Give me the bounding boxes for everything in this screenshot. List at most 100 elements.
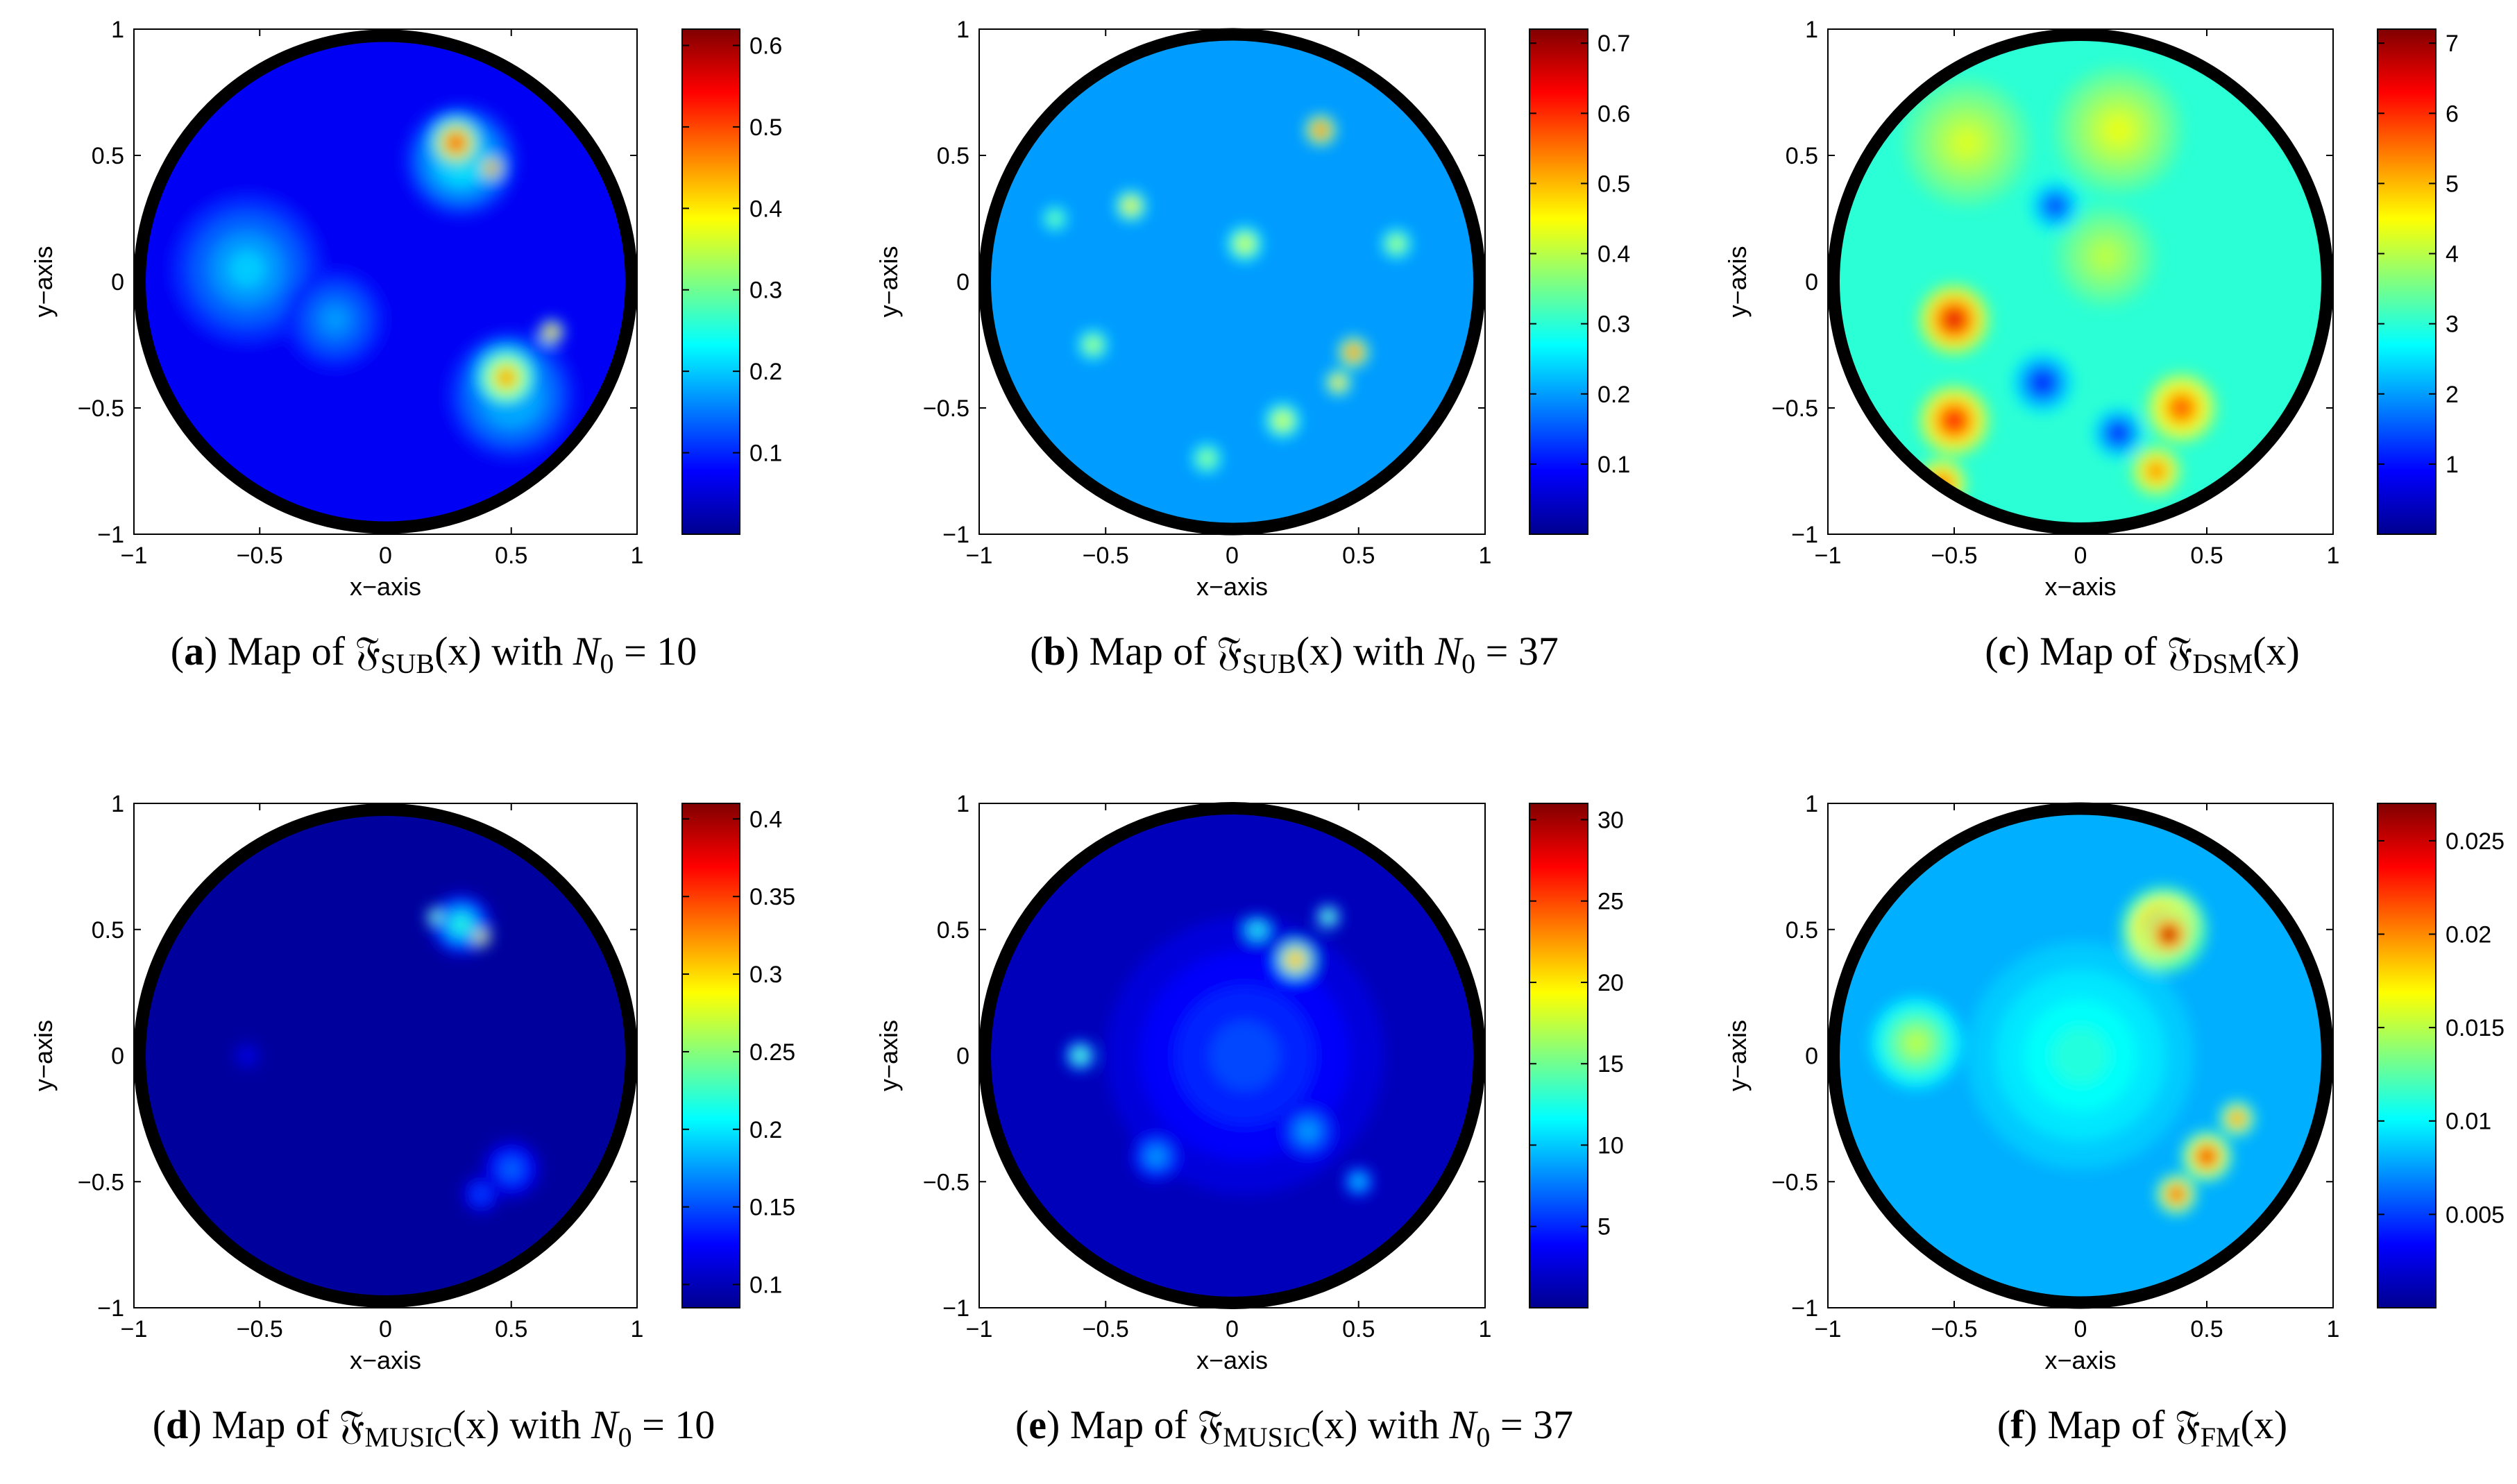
colorbar-tick-label: 0.1 (749, 1272, 782, 1298)
heatmap-region (2171, 1189, 2182, 1200)
y-tick-label: −0.5 (78, 395, 124, 422)
x-tick-label: 0.5 (1342, 1316, 1375, 1342)
heatmap-region (1203, 454, 1211, 463)
x-tick-label: 0 (379, 543, 392, 569)
heatmap-region (2049, 199, 2062, 212)
y-tick-label: 1 (111, 791, 124, 817)
heatmap-region (2052, 1027, 2109, 1084)
x-tick-label: −1 (966, 1316, 993, 1342)
x-axis-label: x−axis (350, 572, 421, 601)
y-tick-label: 0 (956, 1043, 969, 1070)
x-axis-label: x−axis (1196, 572, 1268, 601)
colorbar-tick-label: 0.6 (749, 33, 782, 59)
colorbar-tick-label: 3 (2446, 312, 2459, 338)
colorbar-tick-label: 15 (1598, 1051, 1624, 1077)
colorbar-tick-label: 0.5 (1598, 171, 1630, 197)
colorbar-tick-label: 0.5 (749, 114, 782, 141)
colorbar-tick-label: 0.6 (1598, 101, 1630, 127)
heatmap-region (2112, 427, 2125, 440)
x-tick-label: −1 (966, 543, 993, 569)
y-tick-label: 0 (1805, 269, 1818, 296)
panel-caption: (a) Map of 𝔉SUB(x) with N0 = 10 (171, 627, 697, 679)
y-tick-label: −0.5 (1772, 1169, 1818, 1195)
y-tick-label: 1 (111, 17, 124, 43)
x-tick-label: −0.5 (237, 543, 283, 569)
y-tick-label: 0.5 (92, 143, 124, 169)
colorbar-tick-label: 0.02 (2446, 921, 2491, 948)
heatmap-region (1210, 1021, 1280, 1091)
heatmap-region (1253, 926, 1262, 934)
colorbar-tick-label: 2 (2446, 382, 2459, 408)
heatmap-region (1349, 348, 1357, 357)
x-tick-label: 0 (1226, 1316, 1239, 1342)
colorbar-tick-label: 0.3 (1598, 312, 1630, 338)
x-tick-label: −0.5 (237, 1316, 283, 1342)
x-tick-label: 0 (2074, 1316, 2087, 1342)
x-tick-label: −0.5 (1083, 543, 1129, 569)
y-tick-label: 1 (1805, 17, 1818, 43)
heatmap-region (449, 135, 463, 150)
x-tick-label: 0.5 (2190, 543, 2223, 569)
y-tick-label: −1 (97, 522, 124, 548)
heatmap-region (433, 914, 439, 920)
y-tick-label: −1 (942, 522, 969, 548)
x-tick-label: 1 (1479, 543, 1492, 569)
panel-caption: (f) Map of 𝔉FM(x) (1997, 1401, 2287, 1453)
heatmap-region (1945, 310, 1963, 329)
y-tick-label: −0.5 (923, 1169, 969, 1195)
x-tick-label: 1 (1479, 1316, 1492, 1342)
y-tick-label: 0 (111, 269, 124, 296)
y-tick-label: −0.5 (923, 395, 969, 422)
colorbar (1529, 28, 1588, 535)
heatmap-region (1945, 411, 1963, 429)
colorbar-tick-label: 0.2 (1598, 382, 1630, 408)
y-tick-label: 0 (956, 269, 969, 296)
colorbar-tick-label: 0.7 (1598, 31, 1630, 57)
panel-caption: (c) Map of 𝔉DSM(x) (1985, 627, 2300, 679)
heatmap-region (2200, 1150, 2214, 1163)
colorbar-tick-label: 0.2 (749, 359, 782, 385)
heatmap-region (1392, 239, 1400, 248)
heatmap-region (1951, 127, 1983, 159)
heatmap (134, 804, 637, 1307)
x-tick-label: −0.5 (1931, 543, 1977, 569)
panel-e: −1−1 −0.5 −0.5 0 0 0.5 0.5 1 1 x−axis y−axis 5 10 15 2… (874, 791, 1624, 1453)
colorbar-tick-label: 4 (2446, 241, 2459, 268)
colorbar-tick-label: 1 (2446, 452, 2459, 478)
y-tick-label: 1 (956, 791, 969, 817)
y-tick-label: 0.5 (1786, 143, 1818, 169)
heatmap-region (497, 368, 516, 387)
heatmap-region (2162, 928, 2176, 941)
x-tick-label: −1 (1815, 543, 1842, 569)
heatmap-region (1089, 341, 1097, 349)
colorbar-tick-label: 0.15 (749, 1195, 795, 1221)
colorbar-tick-label: 20 (1598, 970, 1624, 996)
colorbar-tick-label: 0.25 (749, 1039, 795, 1066)
heatmap-region (2232, 1114, 2242, 1123)
heatmap-region (1325, 914, 1332, 921)
heatmap-background (979, 28, 1485, 535)
y-tick-label: −1 (942, 1295, 969, 1322)
heatmap-region (228, 250, 266, 288)
y-tick-label: 0.5 (1786, 917, 1818, 944)
colorbar-tick-label: 0.025 (2446, 828, 2505, 855)
y-tick-label: 0 (1805, 1043, 1818, 1070)
heatmap-region (2150, 464, 2163, 478)
heatmap-region (548, 329, 555, 336)
x-tick-label: 1 (631, 543, 644, 569)
colorbar-tick-label: 0.2 (749, 1117, 782, 1143)
y-axis-label: y−axis (1723, 246, 1752, 317)
y-tick-label: −0.5 (1772, 395, 1818, 422)
colorbar-tick-label: 25 (1598, 889, 1624, 915)
heatmap-region (488, 164, 495, 171)
x-tick-label: 1 (631, 1316, 644, 1342)
x-tick-label: −0.5 (1931, 1316, 1977, 1342)
colorbar-tick-label: 7 (2446, 31, 2459, 57)
heatmap-region (1127, 202, 1135, 210)
y-axis-label: y−axis (29, 246, 58, 317)
x-tick-label: 0.5 (2190, 1316, 2223, 1342)
x-tick-label: 0.5 (1342, 543, 1375, 569)
panel-c: −1−1 −0.5 −0.5 0 0 0.5 0.5 1 1 x−axis y−axis 1 2 3 4 5 6… (1723, 17, 2459, 679)
y-tick-label: 0.5 (92, 917, 124, 944)
